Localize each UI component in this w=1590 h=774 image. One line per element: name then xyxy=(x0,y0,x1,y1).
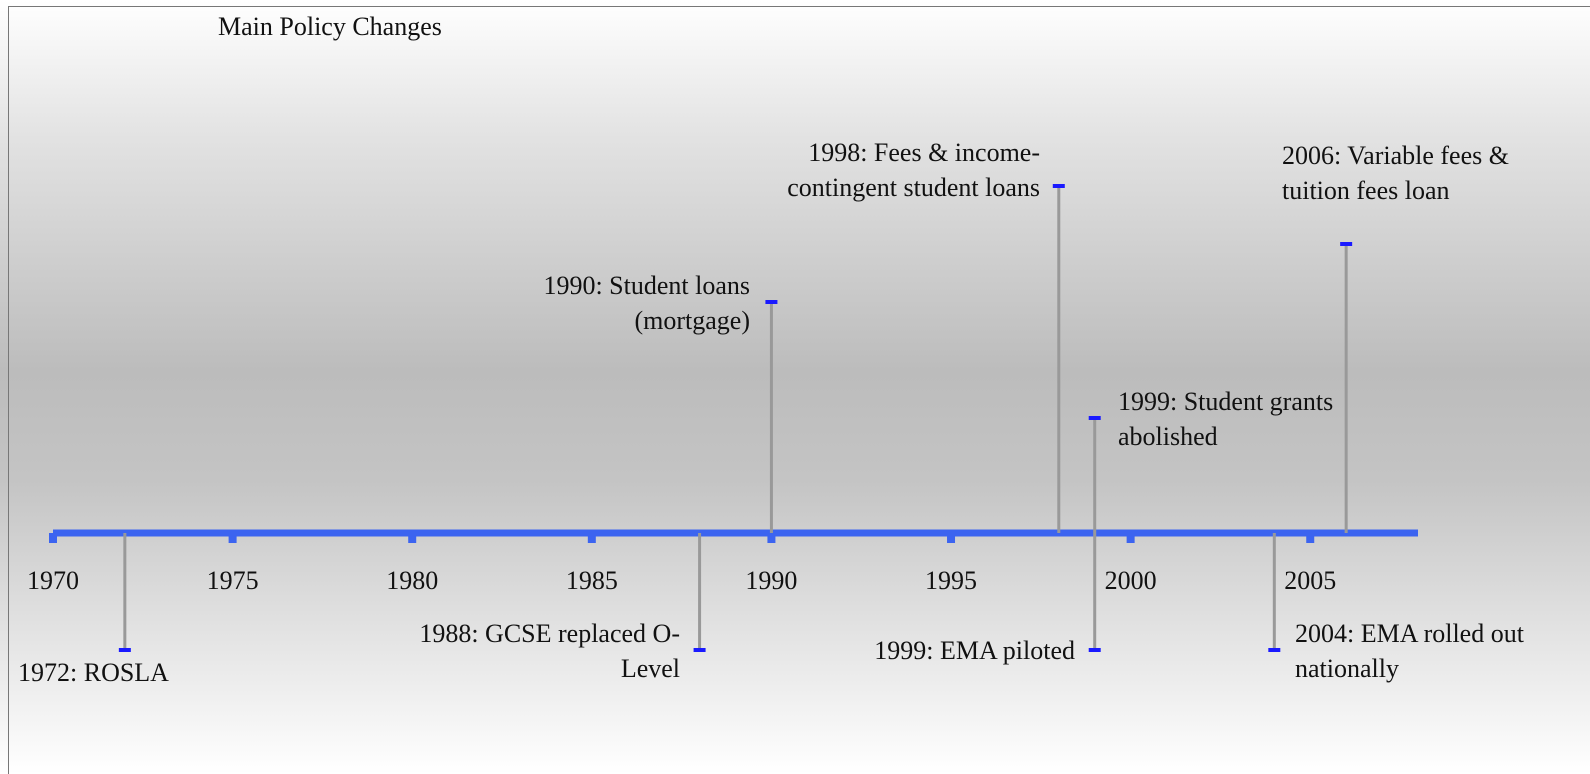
tick-mark xyxy=(767,533,776,543)
tick-mark xyxy=(228,533,237,543)
tick-mark xyxy=(1306,533,1315,543)
chart-title: Main Policy Changes xyxy=(218,12,442,41)
x-tick-label: 1980 xyxy=(386,566,438,595)
x-tick-label: 1975 xyxy=(207,566,259,595)
tick-mark xyxy=(1126,533,1135,543)
tick-mark xyxy=(49,533,57,543)
tick-mark xyxy=(947,533,956,543)
event-label: 1998: Fees & income-contingent student l… xyxy=(787,138,1040,202)
tick-mark xyxy=(587,533,596,543)
event-label: 1990: Student loans (mortgage) xyxy=(543,271,750,335)
x-tick-label: 2005 xyxy=(1284,566,1336,595)
chart-frame xyxy=(8,6,1590,774)
tick-mark xyxy=(408,533,417,543)
event-label: 1972: ROSLA xyxy=(18,658,169,687)
x-tick-label: 1990 xyxy=(745,566,797,595)
x-tick-label: 1970 xyxy=(27,566,79,595)
event-label: 1999: EMA piloted xyxy=(874,636,1075,665)
x-tick-label: 1995 xyxy=(925,566,977,595)
x-tick-label: 1985 xyxy=(566,566,618,595)
x-tick-label: 2000 xyxy=(1105,566,1157,595)
event-label: 1988: GCSE replaced O-Level xyxy=(419,619,680,683)
event-label: 2006: Variable fees & tuition fees loan xyxy=(1282,141,1509,205)
event-label: 2004: EMA rolled out nationally xyxy=(1295,619,1524,683)
event-label: 1999: Student grants abolished xyxy=(1118,387,1334,451)
